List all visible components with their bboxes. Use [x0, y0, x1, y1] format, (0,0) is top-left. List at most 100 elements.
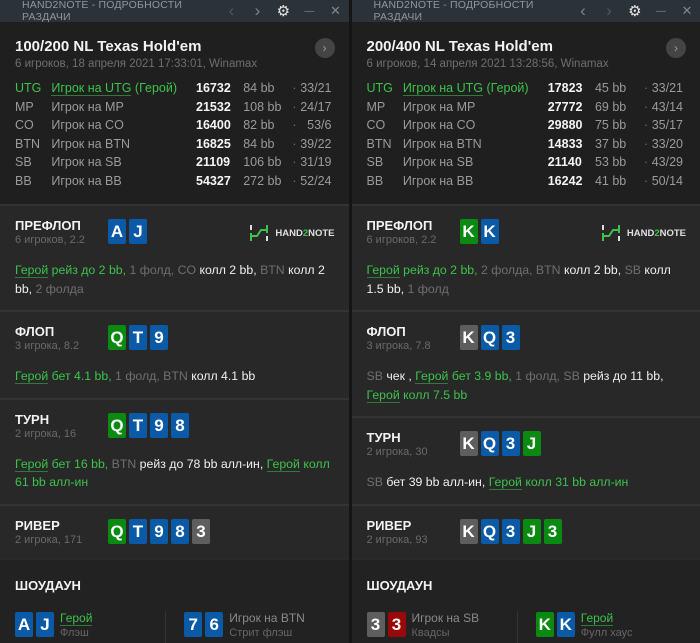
hero-link[interactable]: Герой [15, 263, 49, 278]
hand-header: 200/400 NL Texas Hold'em 6 игроков, 14 ап… [351, 22, 700, 204]
hero-link[interactable]: Герой [366, 387, 400, 403]
player-stack-bb: 45 bb [594, 81, 627, 96]
hero-link[interactable]: Герой [488, 475, 522, 490]
player-name[interactable]: Игрок на BB [51, 173, 122, 188]
action-text: колл 61 bb алл-ин [15, 456, 330, 490]
player-name[interactable]: Игрок на SB [402, 155, 474, 170]
player-name[interactable]: Игрок на UTG [402, 81, 483, 97]
player-stack: 21140 [547, 155, 582, 170]
player-row[interactable]: BTN Игрок на BTN 16825 84 bb · 39/22 [15, 135, 335, 154]
hero-link[interactable]: Герой [366, 263, 400, 278]
player-name-cell: Игрок на SB [403, 153, 548, 172]
player-position: BB [366, 173, 384, 188]
player-name[interactable]: Игрок на MP [51, 99, 124, 114]
player-row[interactable]: UTG Игрок на UTG (Герой) 17823 45 bb · 33/21 [367, 79, 687, 98]
player-name[interactable]: Игрок на SB [51, 155, 122, 170]
card-diamond: K [556, 611, 575, 637]
player-row[interactable]: CO Игрок на CO 16400 82 bb · 53/6 [15, 116, 335, 135]
hand-header: 100/200 NL Texas Hold'em 6 игроков, 18 ап… [0, 22, 349, 204]
player-name[interactable]: Игрок на CO [402, 118, 476, 133]
open-hand-button[interactable]: › [314, 38, 335, 58]
showdown-player[interactable]: Герой [580, 610, 668, 626]
card-diamond: T [129, 412, 147, 438]
player-row[interactable]: BTN Игрок на BTN 14833 37 bb · 33/20 [367, 135, 687, 154]
player-name[interactable]: Игрок на BTN [51, 136, 131, 151]
hand-subtitle: 6 игроков, 14 апреля 2021 13:28:56, Wina… [366, 58, 609, 70]
card-diamond: A [108, 219, 126, 244]
player-row[interactable]: BB Игрок на BB 16242 41 bb · 50/14 [367, 172, 687, 191]
close-button[interactable]: ✕ [329, 3, 342, 18]
player-vpip-pfr: 39/22 [300, 136, 332, 151]
action-text: 2 фолда [32, 281, 84, 296]
minimize-button[interactable]: — [655, 5, 667, 17]
street-actions: Герой бет 16 bb, BTN рейз до 78 bb алл-и… [15, 455, 335, 492]
street-name: ФЛОП [366, 324, 406, 339]
window-title: HAND2NOTE - ПОДРОБНОСТИ РАЗДАЧИ [22, 0, 183, 23]
player-name[interactable]: Игрок на BTN [402, 136, 482, 151]
open-hand-button[interactable]: › [666, 38, 686, 58]
separator-dot: · [643, 155, 648, 170]
prev-hand-button[interactable]: ‹ [580, 1, 586, 20]
hand2note-logo: HAND2NOTE [601, 224, 686, 242]
hand2note-logo-icon [601, 225, 620, 241]
action-text: 1 фолд, BTN [111, 369, 192, 383]
showdown-player[interactable]: Герой [60, 610, 147, 626]
player-row[interactable]: MP Игрок на MP 27772 69 bb · 43/14 [367, 98, 687, 117]
player-name[interactable]: Игрок на BB [402, 173, 474, 188]
player-stack: 16242 [547, 173, 583, 188]
player-row[interactable]: CO Игрок на CO 29880 75 bb · 35/17 [367, 116, 687, 135]
prev-hand-button[interactable]: ‹ [228, 1, 235, 20]
action-text: бет 16 bb, [48, 456, 109, 471]
minimize-button[interactable]: — [304, 5, 315, 17]
street-section: ТУРН 2 игрока, 30 K Q 3 J SB бет 39 bb алл-ин,… [351, 416, 700, 504]
street-label: ФЛОП 3 игрока, 7.8 [367, 324, 460, 352]
hero-link[interactable]: Герой [266, 456, 300, 472]
player-row[interactable]: BB Игрок на BB 54327 272 bb · 52/24 [15, 172, 335, 191]
street-header: ПРЕФЛОП 6 игроков, 2.2 A J HAND2NOTE [15, 218, 335, 246]
player-name[interactable]: Игрок на CO [51, 118, 124, 133]
action-text: SB [366, 475, 387, 489]
showdown-hand-name: Фулл хаус [580, 626, 633, 639]
player-row[interactable]: UTG Игрок на UTG (Герой) 16732 84 bb · 33/21 [15, 79, 335, 98]
hero-tag: (Герой) [483, 81, 529, 96]
player-name[interactable]: Игрок на MP [402, 99, 476, 114]
hero-link[interactable]: Герой [415, 369, 449, 384]
action-text: SB [366, 369, 387, 383]
street-section: РИВЕР 2 игрока, 171 Q T 9 8 3 [0, 503, 349, 558]
player-stack-bb: 84 bb [243, 136, 275, 151]
showdown-player: Игрок на SB [412, 611, 493, 626]
street-section: РИВЕР 2 игрока, 93 K Q 3 J 3 [351, 503, 700, 558]
next-hand-button[interactable]: › [606, 1, 612, 20]
action-text: колл 2 bb, [199, 263, 257, 277]
player-row[interactable]: SB Игрок на SB 21140 53 bb · 43/29 [367, 153, 687, 172]
separator-dot: · [292, 136, 297, 151]
street-name: ПРЕФЛОП [15, 218, 81, 233]
player-name[interactable]: Игрок на UTG [51, 81, 132, 97]
player-position: BTN [366, 136, 392, 151]
player-row[interactable]: SB Игрок на SB 21109 106 bb · 31/19 [15, 153, 335, 172]
card-club: Q [108, 518, 126, 544]
action-text: колл 1.5 bb, [366, 263, 671, 296]
player-name-cell: Игрок на BTN [51, 135, 196, 154]
showdown-result: Выиграл 88 bb [229, 641, 310, 643]
gear-icon[interactable]: ⚙ [628, 3, 642, 20]
player-row[interactable]: MP Игрок на MP 21532 108 bb · 24/17 [15, 98, 335, 117]
showdown-player-name[interactable]: Герой [60, 610, 93, 626]
showdown-player-name[interactable]: Герой [580, 610, 614, 626]
separator-dot: · [643, 173, 648, 188]
gear-icon[interactable]: ⚙ [276, 3, 291, 20]
hero-link[interactable]: Герой [15, 369, 49, 384]
next-hand-button[interactable]: › [254, 1, 261, 20]
player-vpip-pfr: 35/17 [651, 118, 683, 133]
card-heart: 3 [387, 611, 406, 637]
close-button[interactable]: ✕ [681, 3, 693, 18]
hero-link[interactable]: Герой [15, 456, 49, 472]
card-spade: K [459, 325, 478, 350]
